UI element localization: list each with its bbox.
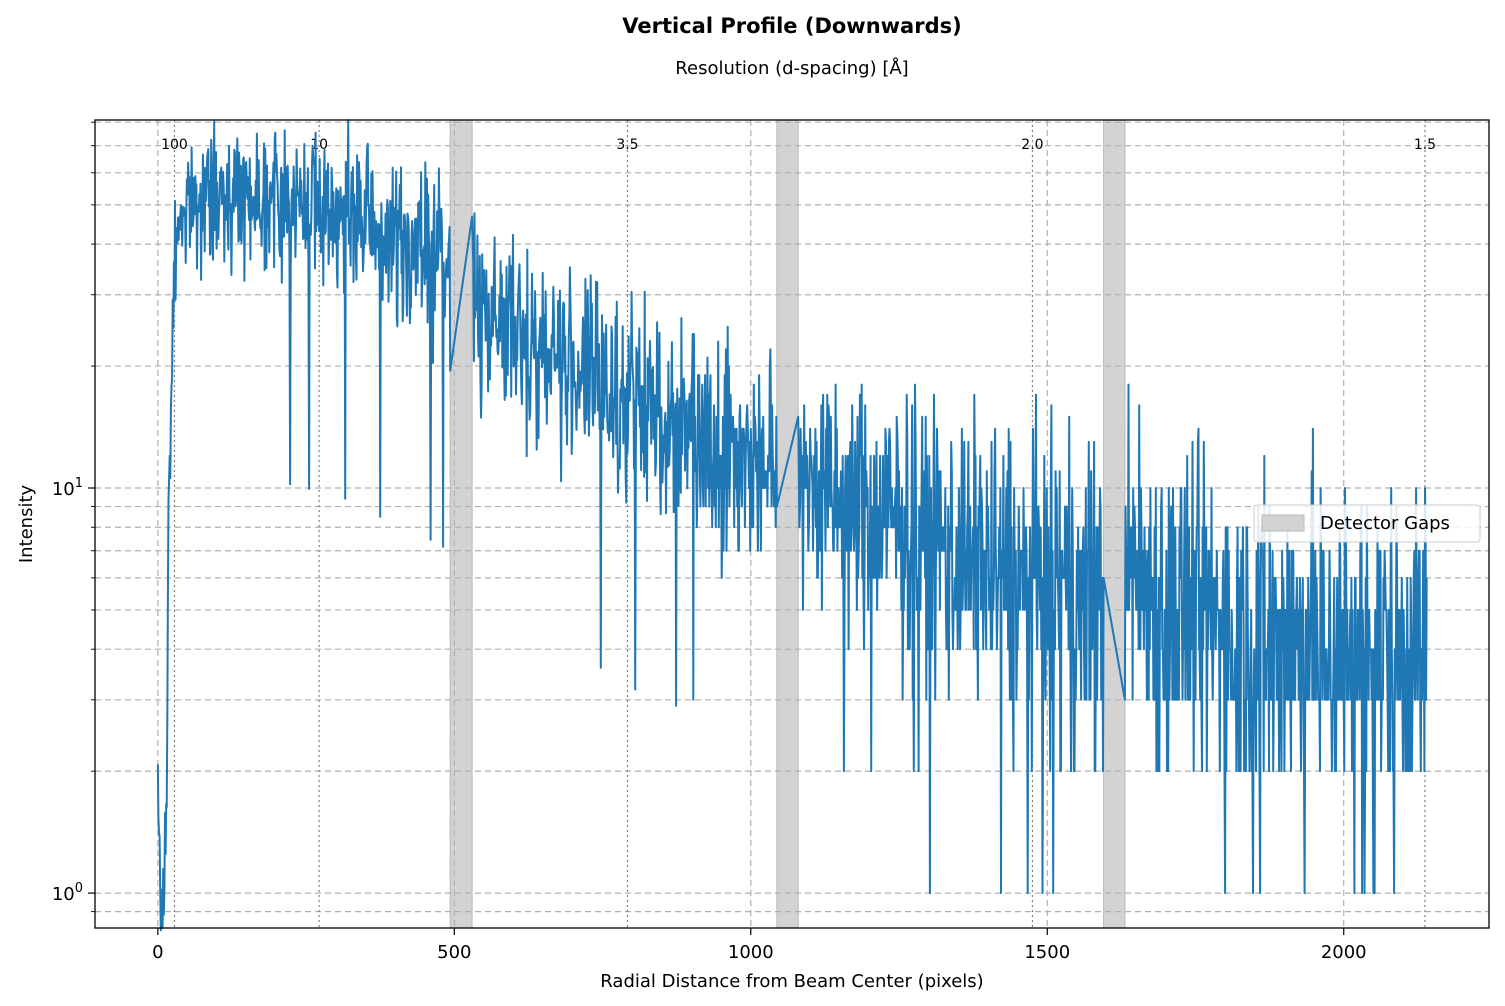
resolution-label: 100 (161, 137, 188, 153)
resolution-label: 1.5 (1414, 137, 1436, 153)
resolution-marks: 100 10 3.5 2.0 1.5 (161, 120, 1436, 928)
y-axis-label: Intensity (16, 484, 37, 563)
y-tick-label: 101 (52, 476, 83, 500)
resolution-label: 3.5 (616, 137, 638, 153)
x-tick-label: 2000 (1321, 942, 1367, 963)
x-axis-ticks: 0 500 1000 1500 2000 (152, 928, 1367, 963)
x-tick-label: 1000 (728, 942, 774, 963)
intensity-line (156, 119, 1428, 932)
detector-gap (1103, 119, 1126, 929)
secondary-axis-title: Resolution (d-spacing) [Å] (675, 57, 908, 79)
x-axis-label: Radial Distance from Beam Center (pixels… (600, 971, 983, 992)
x-tick-label: 1500 (1024, 942, 1070, 963)
y-tick-label: 100 (52, 881, 83, 905)
plot-frame (94, 119, 1490, 929)
x-tick-label: 0 (152, 942, 163, 963)
legend-box (1253, 504, 1481, 543)
detector-gap (776, 119, 799, 929)
x-tick-label: 500 (437, 942, 471, 963)
y-axis-ticks: 100 101 (52, 121, 95, 913)
legend-swatch (1261, 514, 1305, 532)
resolution-label: 2.0 (1021, 137, 1043, 153)
legend: Detector Gaps (1253, 504, 1481, 543)
legend-label: Detector Gaps (1320, 513, 1450, 534)
chart-title: Vertical Profile (Downwards) (622, 14, 961, 38)
